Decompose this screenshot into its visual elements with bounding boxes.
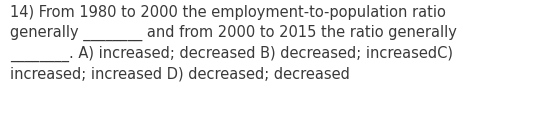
- Text: 14) From 1980 to 2000 the employment-to-population ratio
generally ________ and : 14) From 1980 to 2000 the employment-to-…: [10, 5, 457, 81]
